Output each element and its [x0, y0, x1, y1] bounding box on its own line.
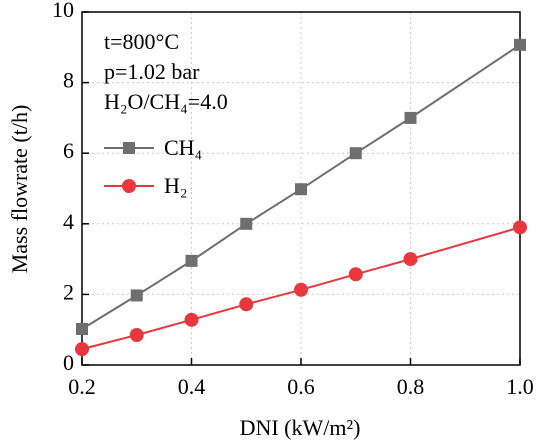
x-axis-label: DNI (kW/m²)	[240, 415, 361, 440]
annotation: p=1.02 bar	[104, 59, 200, 84]
x-tick-label: 0.6	[287, 374, 315, 399]
marker	[184, 312, 199, 327]
y-tick-label: 4	[63, 209, 74, 234]
marker	[349, 147, 362, 160]
annotation: H₂O/CH₄=4.0	[104, 89, 228, 114]
y-tick-label: 10	[52, 0, 74, 22]
marker	[76, 322, 88, 335]
marker	[240, 217, 253, 230]
legend-label: H₂	[164, 173, 188, 198]
series-line	[81, 226, 521, 351]
marker	[130, 289, 143, 302]
y-axis-label: Mass flowrate (t/h)	[7, 105, 32, 274]
marker	[123, 142, 135, 154]
marker	[75, 342, 89, 357]
x-tick-label: 1.0	[506, 374, 534, 399]
legend-label: CH₄	[164, 135, 202, 160]
marker	[513, 220, 527, 235]
marker	[185, 254, 198, 267]
series-line	[81, 43, 521, 330]
marker	[514, 38, 526, 51]
marker	[403, 252, 418, 267]
y-tick-label: 0	[63, 350, 74, 375]
marker	[294, 282, 308, 297]
x-tick-label: 0.8	[397, 374, 425, 399]
marker	[348, 267, 363, 282]
x-tick-label: 0.4	[178, 374, 206, 399]
y-tick-label: 6	[63, 138, 74, 163]
marker	[122, 179, 136, 193]
marker	[404, 111, 417, 124]
x-tick-label: 0.2	[68, 374, 96, 399]
annotation: t=800°C	[104, 29, 179, 54]
plot-frame	[81, 11, 521, 366]
y-tick-label: 2	[63, 279, 74, 304]
marker	[295, 183, 307, 196]
y-tick-label: 8	[63, 68, 74, 93]
marker	[239, 297, 254, 312]
marker	[129, 327, 144, 342]
